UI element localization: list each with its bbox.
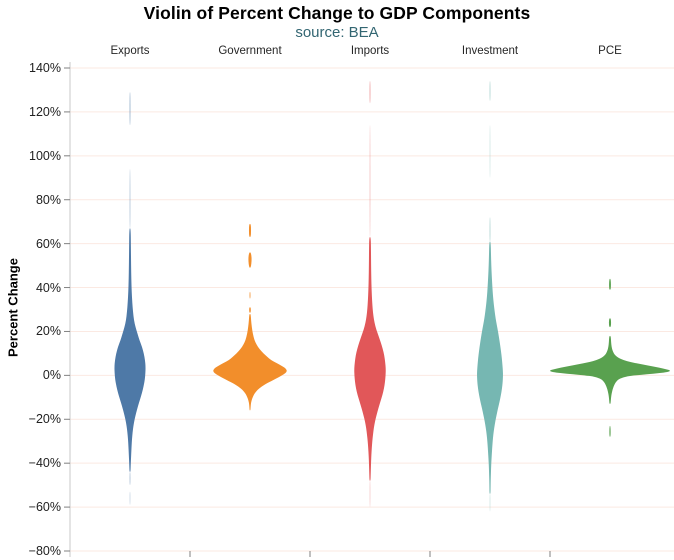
y-tick-label: −80% — [28, 544, 61, 558]
y-tick-label: 100% — [29, 148, 61, 163]
violin-exports — [129, 471, 131, 486]
violin-exports — [129, 92, 131, 126]
category-label-government: Government — [218, 45, 282, 57]
violin-exports — [129, 168, 131, 229]
violin-government — [249, 307, 251, 313]
category-label-pce: PCE — [598, 45, 622, 57]
y-tick-label: 120% — [29, 104, 61, 119]
violin-investment — [489, 125, 491, 178]
violin-imports — [369, 480, 371, 508]
violin-imports — [354, 237, 386, 481]
violin-pce — [609, 278, 611, 290]
violin-investment — [489, 493, 491, 512]
y-tick-label: 0% — [42, 368, 61, 383]
violin-government — [213, 313, 287, 411]
y-tick-label: 40% — [35, 280, 61, 295]
y-tick-label: 80% — [35, 192, 61, 207]
violin-exports — [129, 491, 131, 505]
violin-government — [248, 223, 252, 238]
y-tick-label: −60% — [28, 500, 61, 515]
violin-pce — [609, 425, 611, 437]
violin-imports — [369, 125, 371, 238]
category-label-imports: Imports — [350, 45, 390, 57]
y-tick-label: −20% — [28, 412, 61, 427]
chart-subtitle: source: BEA — [295, 24, 379, 41]
violin-government — [248, 252, 252, 268]
violin-imports — [369, 81, 371, 104]
violin-pce — [608, 318, 612, 328]
violin-investment — [477, 241, 503, 494]
y-tick-label: 60% — [35, 236, 61, 251]
violin-government — [249, 291, 251, 299]
violin-pce — [550, 335, 670, 404]
y-tick-label: −40% — [28, 456, 61, 471]
y-tick-label: 20% — [35, 324, 61, 339]
y-tick-label: 140% — [29, 61, 61, 75]
category-label-exports: Exports — [110, 45, 150, 57]
chart-title: Violin of Percent Change to GDP Componen… — [143, 3, 531, 23]
violin-investment — [489, 217, 491, 242]
category-label-investment: Investment — [461, 45, 519, 57]
violin-investment — [489, 81, 491, 101]
violin-exports — [114, 228, 146, 472]
